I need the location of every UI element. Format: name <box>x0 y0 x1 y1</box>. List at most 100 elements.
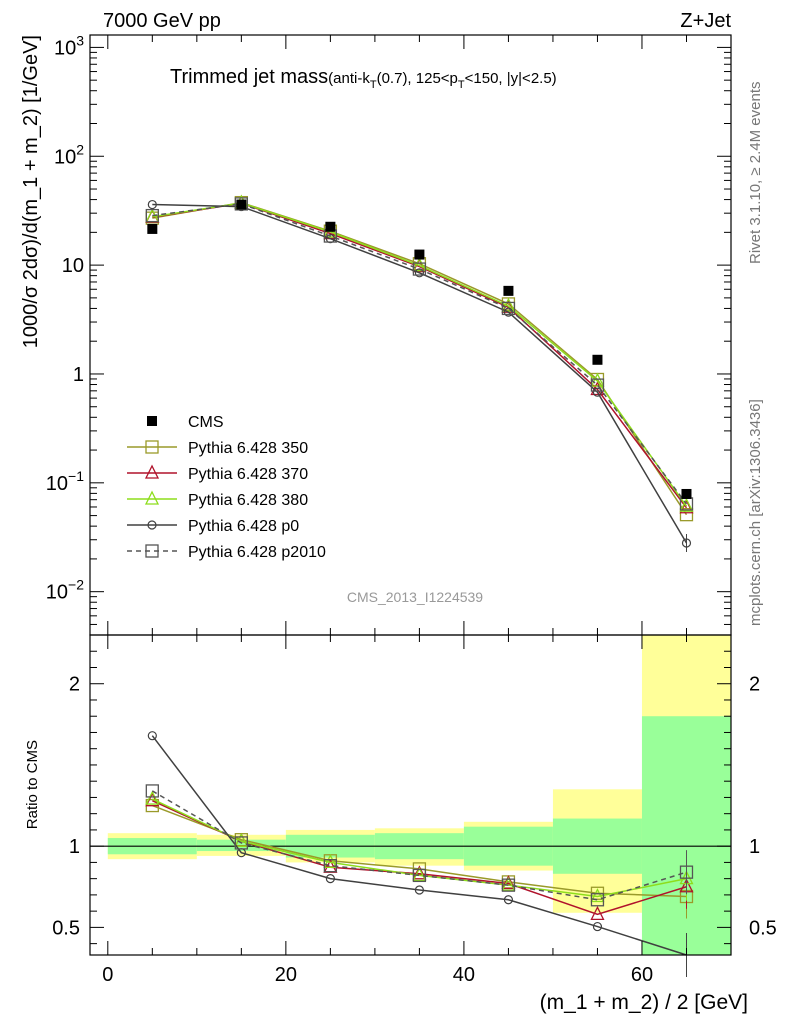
title-pt-sub: T <box>458 79 465 91</box>
square-marker <box>234 836 248 850</box>
plot-title: Trimmed jet mass(anti-kT(0.7), 125<pT<15… <box>170 66 557 91</box>
tick-exponent: 3 <box>76 32 84 48</box>
circle-marker <box>592 921 603 932</box>
legend-entry: Pythia 6.428 p0 <box>127 518 299 535</box>
main-y-tick-label: 10 <box>62 255 84 277</box>
square-marker <box>590 893 605 907</box>
title-main: Trimmed jet mass <box>170 66 328 88</box>
square-marker <box>679 508 694 522</box>
mcplots-label: mcplots.cern.ch [arXiv:1306.3436] <box>747 399 764 626</box>
triangle-marker <box>679 499 694 514</box>
x-tick-label: 40 <box>453 964 475 986</box>
ratio-y-axis-label: Ratio to CMS <box>24 740 41 829</box>
ratio-y-tick-label-left: 1 <box>69 836 80 858</box>
square-marker <box>234 197 248 211</box>
data-marker <box>147 223 158 234</box>
tick-exponent: 2 <box>76 141 84 157</box>
x-tick-label: 0 <box>102 964 113 986</box>
ratio-y-tick-label-right: 1 <box>749 836 760 858</box>
tick-base: 10 <box>54 146 76 168</box>
main-y-tick-label: 102 <box>54 141 84 168</box>
tick-exponent: −2 <box>68 577 84 593</box>
ratio-y-tick-label-right: 0.5 <box>749 917 777 939</box>
triangle-marker <box>590 888 605 903</box>
main-y-tick-label: 10−2 <box>46 577 84 604</box>
series-line <box>152 202 688 509</box>
ratio-y-tick-label-left: 0.5 <box>52 917 80 939</box>
square-marker <box>145 440 159 454</box>
title-sub-prefix: (anti-k <box>328 70 370 87</box>
circle-marker <box>592 387 603 397</box>
tick-base: 10 <box>46 473 68 495</box>
tick-exponent: −1 <box>68 468 84 484</box>
series-pythia-6-428-380 <box>145 194 694 512</box>
legend-entry: Pythia 6.428 380 <box>127 490 308 509</box>
main-y-axis-label: 1000/σ 2dσ)/d(m_1 + m_2) [1/GeV] <box>20 35 42 348</box>
legend-label: Pythia 6.428 p0 <box>188 518 299 535</box>
square-marker <box>412 262 427 276</box>
x-tick-label: 20 <box>275 964 297 986</box>
ratio-series-line <box>151 735 687 956</box>
triangle-marker <box>412 865 427 880</box>
triangle-marker <box>501 875 516 890</box>
ratio-panel-frame <box>89 634 732 956</box>
header-right: Z+Jet <box>680 10 731 32</box>
data-marker <box>681 488 692 499</box>
square-marker <box>590 378 605 392</box>
ratio-band-inner <box>641 716 731 955</box>
rivet-label: Rivet 3.1.10, ≥ 2.4M events <box>747 82 764 265</box>
data-marker <box>503 285 514 296</box>
legend-entry: Pythia 6.428 370 <box>127 464 308 483</box>
triangle-marker <box>145 790 160 805</box>
triangle-marker <box>501 297 516 312</box>
legend-label: Pythia 6.428 370 <box>188 466 308 483</box>
data-marker <box>414 249 425 260</box>
series-line <box>152 203 688 505</box>
circle-marker <box>325 874 335 884</box>
circle-marker <box>414 885 425 895</box>
legend-entry: CMS <box>147 414 224 431</box>
square-marker <box>323 859 338 873</box>
triangle-marker <box>590 905 605 921</box>
tick-base: 10 <box>54 37 76 59</box>
legend-label: Pythia 6.428 p2010 <box>188 544 326 561</box>
ratio-y-tick-label-left: 2 <box>69 674 80 696</box>
main-y-tick-label: 103 <box>54 32 84 59</box>
x-axis-label: (m_1 + m_2) / 2 [GeV] <box>540 991 748 1014</box>
main-panel-series <box>145 194 694 553</box>
circle-marker <box>147 731 157 741</box>
title-sub-suffix: <150, |y|<2.5) <box>465 70 557 87</box>
ratio-series-pythia-6-428-p2010 <box>145 784 694 907</box>
tick-base: 10 <box>62 255 84 277</box>
legend-entry: Pythia 6.428 350 <box>127 440 308 457</box>
data-marker <box>236 199 247 210</box>
triangle-marker <box>234 832 249 847</box>
series-cms-data <box>147 199 692 499</box>
analysis-watermark: CMS_2013_I1224539 <box>347 589 483 605</box>
series-line <box>152 202 688 507</box>
main-panel-frame <box>89 34 732 636</box>
legend-label: Pythia 6.428 380 <box>188 492 308 509</box>
ratio-series-line <box>151 798 687 898</box>
header-left: 7000 GeV pp <box>103 10 221 32</box>
circle-marker <box>503 895 514 905</box>
circle-marker <box>147 199 157 210</box>
tick-base: 10 <box>46 582 68 604</box>
title-sub-mid: (0.7), 125<p <box>377 70 458 87</box>
x-tick-label: 60 <box>631 964 653 986</box>
circle-marker <box>147 520 157 530</box>
data-marker <box>592 354 603 365</box>
ratio-panel-series <box>145 731 694 977</box>
legend-label: Pythia 6.428 350 <box>188 440 308 457</box>
square-marker <box>501 301 516 316</box>
square-marker <box>501 878 516 892</box>
data-marker <box>325 221 336 232</box>
square-marker <box>145 208 159 223</box>
square-marker <box>145 544 159 558</box>
ratio-y-tick-label-right: 2 <box>749 674 760 696</box>
square-marker <box>145 784 159 798</box>
triangle-marker <box>144 490 160 505</box>
title-kt-sub: T <box>370 79 377 91</box>
